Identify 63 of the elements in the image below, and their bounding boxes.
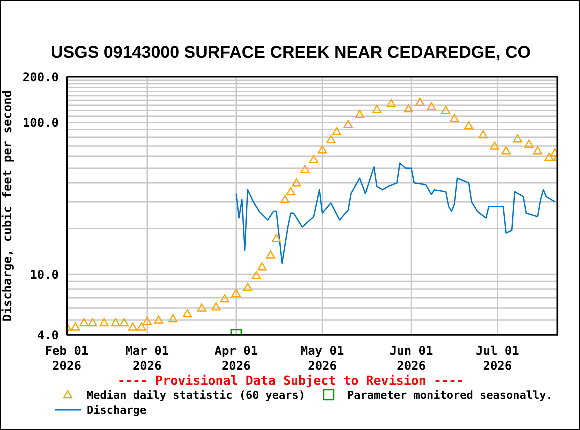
point (286, 187, 296, 196)
point (332, 127, 342, 136)
point (154, 316, 164, 324)
x-tick-label: Mar 01 2026 (126, 344, 170, 373)
point (100, 318, 109, 327)
point (372, 105, 382, 114)
point (478, 130, 488, 139)
chart-title: USGS 09143000 SURFACE CREEK NEAR CEDAREDGE, CO (50, 43, 532, 63)
point (300, 165, 310, 174)
point (386, 99, 396, 108)
point (258, 262, 267, 271)
x-tick-label: Apr 01 2026 (214, 344, 258, 373)
y-tick-label: 10.0 (30, 268, 59, 282)
point (128, 322, 138, 331)
point (344, 120, 353, 128)
point (212, 302, 221, 311)
text: ---- Provisional Data Subject to Revision ---- (116, 373, 466, 388)
x-tick-label: Feb 01 2026 (45, 344, 89, 373)
x-tick-label: Jul 01 2026 (476, 344, 520, 373)
point (137, 322, 146, 331)
point (416, 98, 425, 106)
point (524, 140, 534, 148)
x-tick-label: Jun 01 2026 (390, 344, 434, 373)
point (111, 318, 120, 327)
x-tick-label: May 01 2026 (300, 344, 344, 373)
point (326, 135, 336, 144)
point (80, 318, 89, 327)
point (168, 314, 178, 323)
point (427, 102, 436, 111)
point (220, 294, 230, 303)
point (544, 152, 554, 162)
point (404, 104, 414, 113)
point (513, 134, 522, 143)
point (441, 106, 451, 114)
point (120, 318, 130, 327)
line-series (236, 162, 556, 264)
point (355, 110, 364, 118)
point (318, 146, 328, 154)
point (280, 195, 290, 204)
point (272, 234, 282, 242)
point (232, 288, 242, 298)
point (450, 114, 460, 122)
y-tick-label: 200.0 (22, 70, 59, 84)
point (533, 146, 542, 155)
point (252, 271, 262, 280)
point (490, 142, 500, 150)
legend-label: Median daily statistic (60 years) (87, 388, 306, 402)
legend-label: Discharge (87, 404, 147, 416)
y-tick-label: 4.0 (37, 328, 59, 342)
point (502, 146, 511, 155)
point (142, 317, 152, 326)
y-axis-title: Discharge, cubic feet per second (0, 90, 14, 322)
legend-label: Parameter monitored seasonally. (348, 388, 553, 402)
point (88, 318, 98, 327)
point (266, 250, 276, 259)
y-tick-label: 100.0 (22, 116, 59, 130)
point (309, 155, 319, 164)
point (292, 178, 302, 187)
point (71, 322, 80, 331)
point (182, 309, 192, 318)
point (197, 304, 207, 312)
point (243, 283, 252, 292)
point (464, 121, 474, 130)
